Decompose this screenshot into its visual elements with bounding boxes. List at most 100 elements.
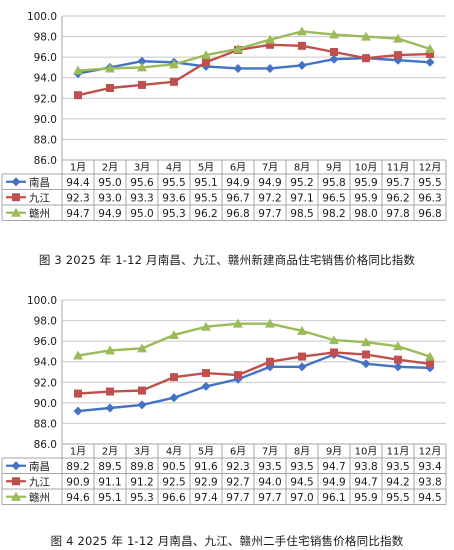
y-tick-label: 92.0	[34, 377, 57, 389]
data-label: 96.8	[226, 208, 249, 220]
data-point	[137, 56, 147, 66]
data-label: 96.8	[418, 208, 441, 220]
data-point	[169, 59, 179, 69]
series	[74, 348, 434, 398]
data-label: 96.1	[322, 492, 345, 504]
y-tick-label: 86.0	[34, 439, 57, 451]
data-label: 95.3	[162, 208, 185, 220]
data-point	[73, 65, 83, 75]
data-point	[74, 91, 82, 100]
data-label: 95.9	[354, 192, 377, 204]
data-label: 97.7	[226, 492, 249, 504]
data-point	[330, 48, 338, 56]
data-point	[394, 51, 402, 60]
data-label: 89.8	[130, 461, 153, 473]
x-tick-label: 8月	[294, 446, 310, 458]
data-point	[265, 34, 275, 44]
data-label: 91.1	[98, 476, 121, 488]
data-label: 90.9	[66, 476, 89, 488]
data-label: 94.7	[354, 476, 377, 488]
data-point	[266, 40, 274, 49]
data-point	[362, 350, 370, 359]
data-point	[73, 350, 83, 360]
x-tick-label: 12月	[419, 162, 442, 174]
data-point	[361, 337, 371, 347]
data-point	[202, 58, 210, 67]
chart-title: 图 4 2025 年 1-12 月南昌、九江、赣州二手住宅销售价格同比指数	[50, 534, 404, 548]
legend-marker	[12, 477, 20, 486]
data-point	[169, 393, 179, 403]
series-line	[77, 43, 431, 97]
data-point	[138, 80, 146, 89]
y-tick-label: 90.0	[34, 114, 57, 126]
legend-marker	[11, 207, 21, 217]
series	[73, 350, 435, 416]
data-label: 95.1	[98, 492, 121, 504]
data-point	[425, 43, 435, 53]
data-label: 96.2	[386, 192, 409, 204]
data-point	[233, 318, 243, 328]
x-tick-label: 1月	[70, 162, 86, 174]
data-label: 95.0	[98, 177, 121, 189]
data-point	[362, 54, 370, 63]
data-label: 92.7	[226, 476, 249, 488]
data-label: 94.6	[66, 492, 90, 504]
data-point	[138, 386, 146, 395]
data-label: 93.6	[162, 192, 186, 204]
data-label: 94.7	[322, 461, 345, 473]
data-label: 95.2	[290, 177, 313, 189]
data-point	[426, 359, 434, 368]
x-tick-label: 7月	[262, 162, 278, 174]
x-tick-label: 5月	[198, 446, 214, 458]
data-label: 97.4	[194, 492, 218, 504]
data-label: 95.5	[386, 492, 409, 504]
x-tick-label: 5月	[198, 162, 214, 174]
data-point	[137, 343, 147, 353]
legend-label: 南昌	[29, 460, 50, 473]
data-label: 95.7	[386, 177, 409, 189]
data-point	[330, 348, 338, 357]
data-label: 93.8	[354, 461, 377, 473]
data-point	[298, 41, 306, 50]
data-point	[266, 357, 274, 366]
data-point	[297, 60, 307, 70]
data-label: 96.2	[194, 208, 217, 220]
legend-marker	[11, 491, 21, 501]
chart-new-housing-svg: 86.0 88.0 90.0 92.0 94.0 96.0 98.0 100.0 1月 2月 3月 4…	[1, 11, 447, 221]
x-tick-label: 4月	[166, 446, 182, 458]
data-label: 98.0	[354, 208, 377, 220]
x-tick-label: 4月	[166, 162, 182, 174]
data-label: 94.9	[258, 177, 281, 189]
data-label: 93.5	[258, 461, 281, 473]
x-tick-label: 12月	[419, 446, 442, 458]
x-tick-label: 3月	[134, 162, 150, 174]
x-tick-label: 10月	[355, 162, 378, 174]
data-label: 95.6	[130, 177, 154, 189]
data-label: 98.2	[322, 208, 345, 220]
data-label: 92.3	[226, 461, 249, 473]
data-label: 97.1	[290, 192, 313, 204]
x-tick-label: 2月	[102, 162, 118, 174]
x-tick-label: 11月	[387, 162, 410, 174]
x-tick-label: 9月	[326, 162, 342, 174]
data-label: 95.8	[322, 177, 345, 189]
data-point	[329, 29, 339, 39]
data-label: 96.5	[322, 192, 345, 204]
data-label: 94.4	[66, 177, 90, 189]
data-label: 97.0	[290, 492, 313, 504]
data-label: 97.8	[386, 208, 409, 220]
data-point	[170, 373, 178, 382]
y-tick-label: 100.0	[27, 11, 57, 23]
legend-marker	[11, 177, 21, 187]
x-tick-label: 3月	[134, 446, 150, 458]
x-tick-label: 11月	[387, 446, 410, 458]
data-label: 92.3	[66, 192, 89, 204]
series-line	[77, 353, 431, 413]
data-point	[265, 318, 275, 328]
data-label: 89.2	[66, 461, 89, 473]
data-label: 95.5	[162, 177, 185, 189]
data-label: 95.1	[194, 177, 217, 189]
data-label: 94.0	[258, 476, 281, 488]
data-point	[137, 400, 147, 410]
